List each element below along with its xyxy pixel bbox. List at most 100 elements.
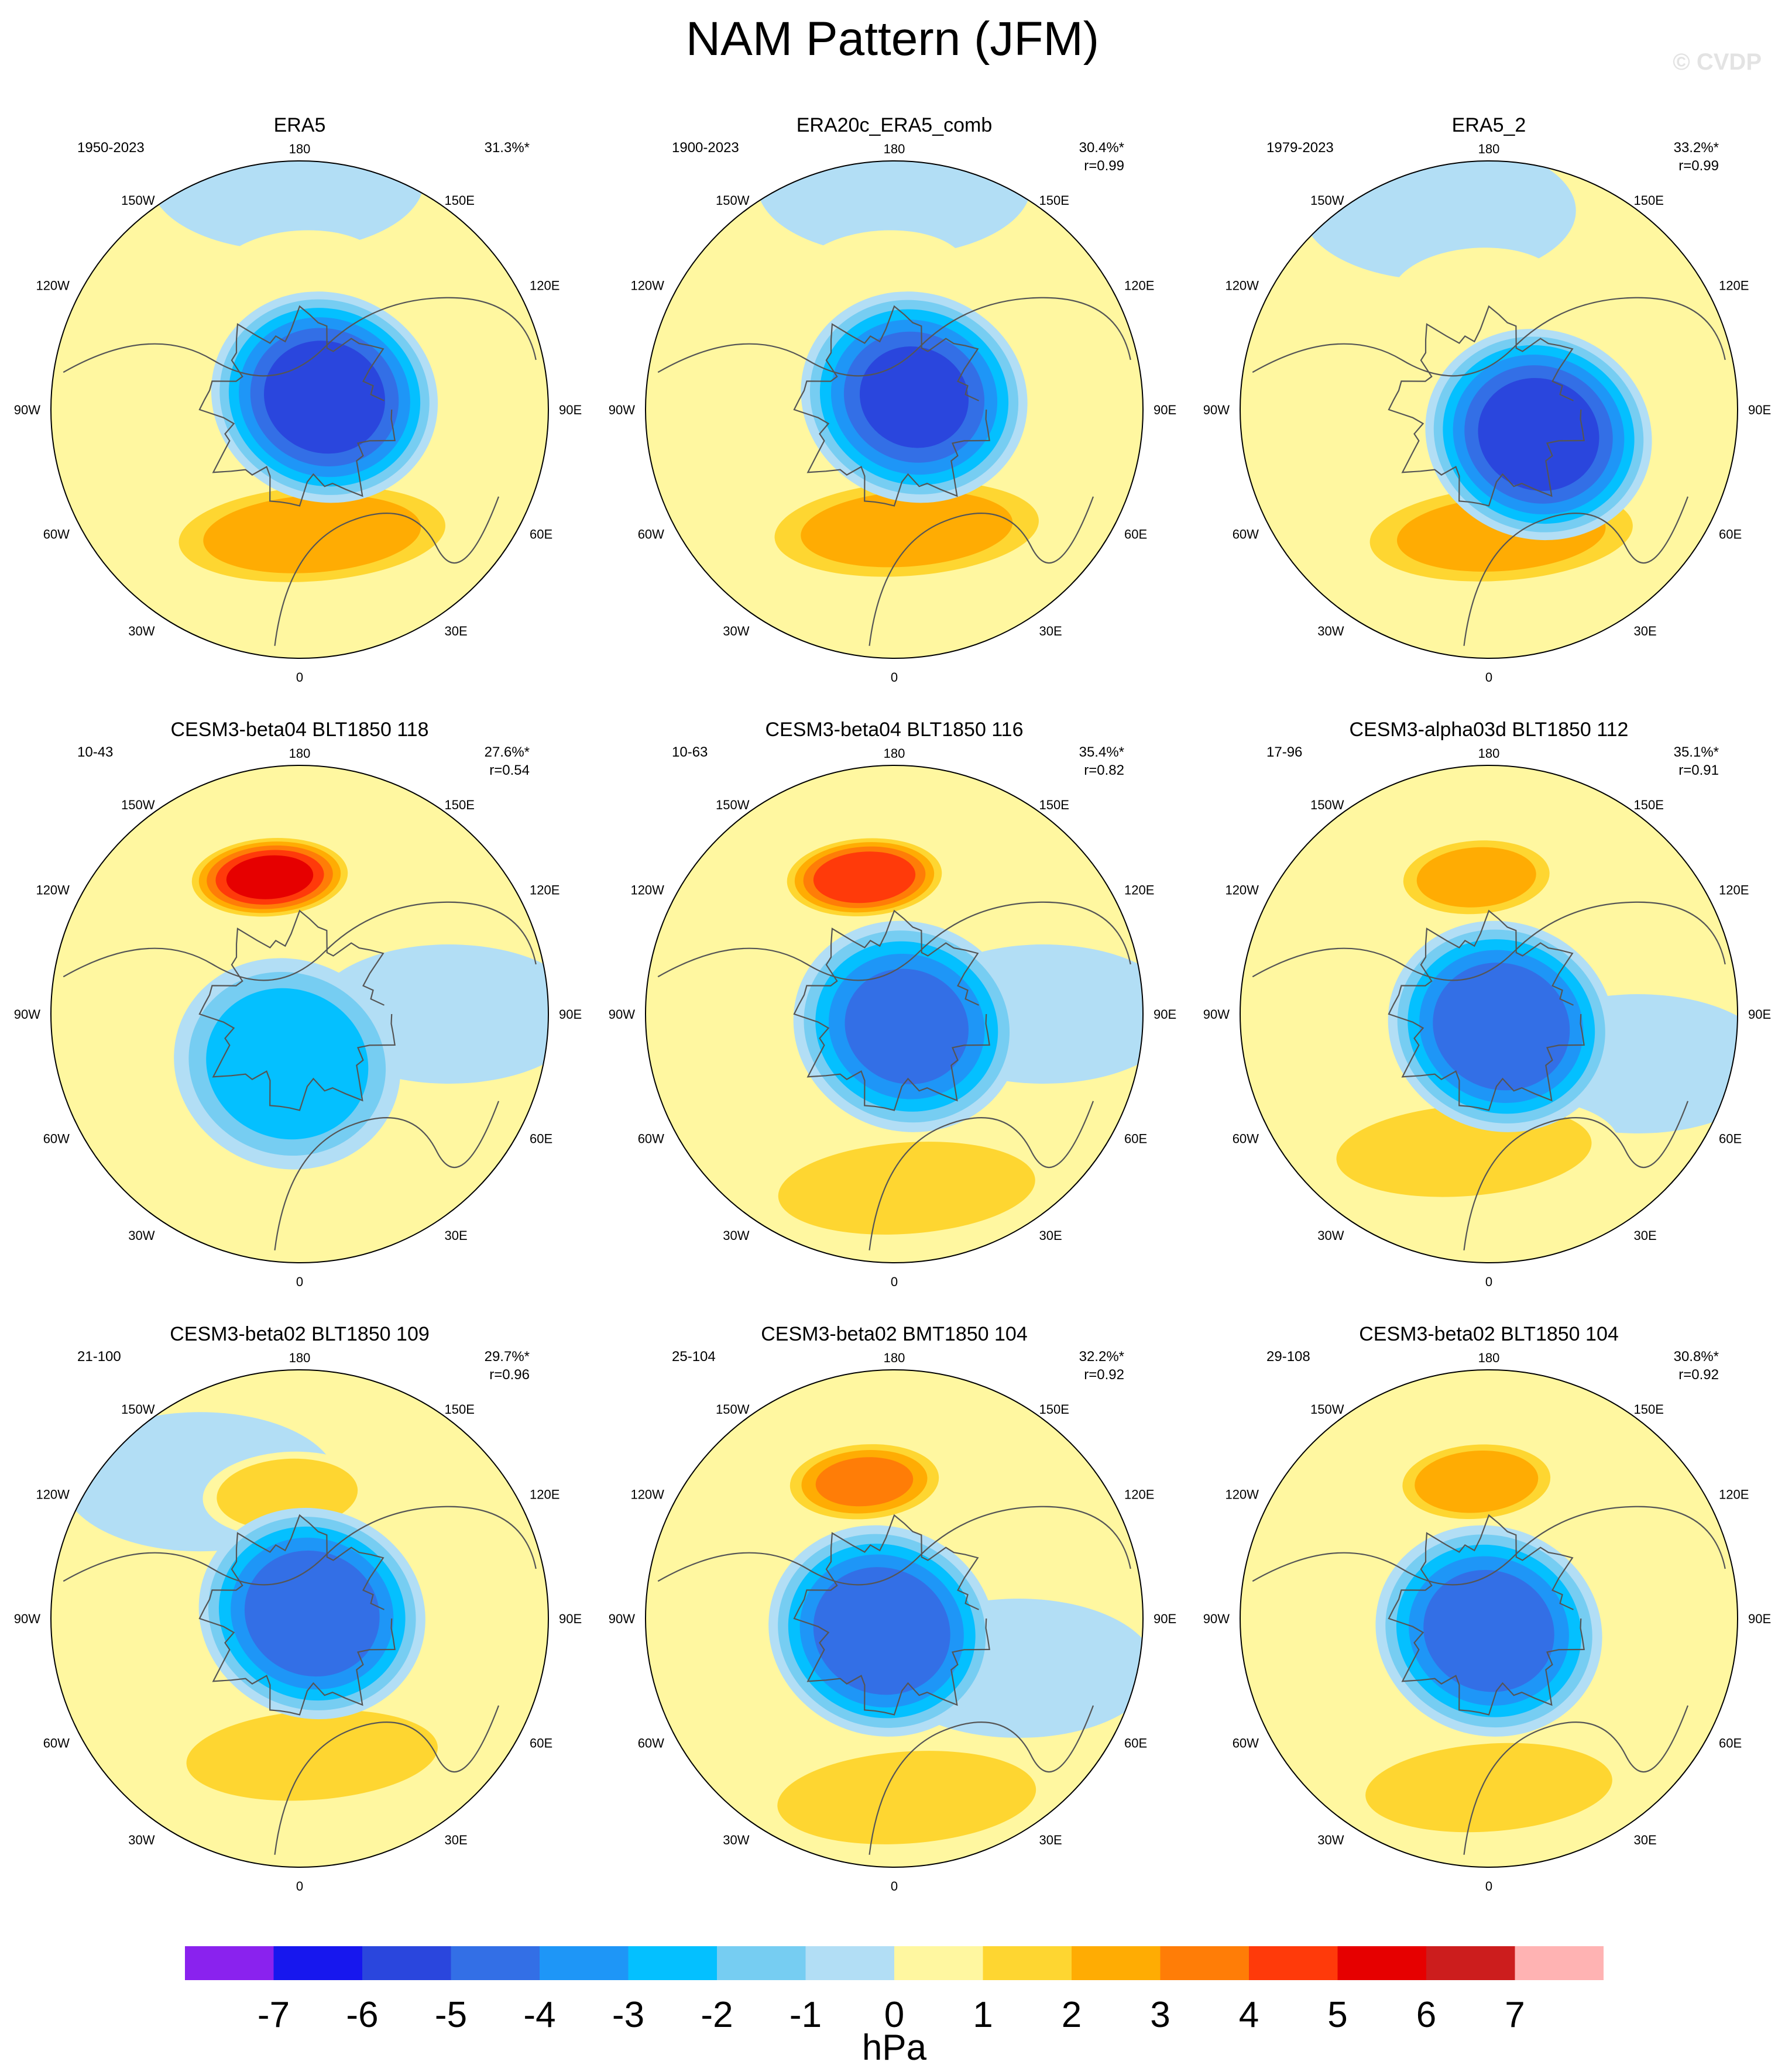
- map-field: [646, 765, 1143, 1263]
- lon-label: 90W: [1203, 1007, 1230, 1022]
- positive-anomaly-contour: [186, 1710, 438, 1801]
- explained-variance: 27.6%*: [485, 744, 530, 760]
- coastlines: [657, 1506, 1131, 1855]
- lon-label: 30E: [1634, 1833, 1657, 1847]
- lon-label: 60W: [638, 1736, 664, 1751]
- lon-label: 0: [296, 1274, 303, 1289]
- coastline-polar: [198, 305, 396, 507]
- lon-label: 150W: [121, 193, 155, 208]
- lon-label: 0: [1485, 1274, 1492, 1289]
- lon-label: 180: [884, 1351, 905, 1365]
- coastline-eurasia-america: [63, 901, 537, 981]
- panel-title: ERA5: [274, 114, 326, 136]
- lon-label: 60E: [1124, 1736, 1147, 1751]
- coastline-europe-africa: [1463, 496, 1689, 646]
- explained-variance: 33.2%*: [1674, 140, 1719, 156]
- coastline-eurasia-america: [63, 297, 537, 377]
- lon-label: 0: [1485, 1879, 1492, 1894]
- lon-label: 0: [891, 1879, 898, 1894]
- lon-label: 120E: [530, 883, 559, 898]
- coastlines: [1252, 901, 1726, 1250]
- lon-label: 90W: [1203, 403, 1230, 417]
- pattern-correlation: r=0.96: [489, 1367, 530, 1383]
- positive-anomaly-contour: [815, 1457, 914, 1507]
- coastlines: [63, 901, 537, 1250]
- lon-label: 90W: [609, 1611, 635, 1626]
- map-boundary: [50, 160, 549, 659]
- lon-label: 120W: [36, 1487, 70, 1502]
- lon-label: 90E: [559, 403, 582, 417]
- coastline-europe-africa: [274, 1705, 500, 1855]
- positive-anomaly-contour: [813, 851, 916, 903]
- coastlines: [657, 901, 1131, 1250]
- lon-label: 60E: [1719, 1736, 1742, 1751]
- negative-anomaly-contour: [757, 161, 1031, 256]
- lon-label: 30E: [445, 624, 468, 638]
- lon-label: 120W: [1225, 279, 1259, 293]
- lon-label: 120E: [1719, 1487, 1749, 1502]
- panel-title: CESM3-beta02 BLT1850 109: [170, 1323, 430, 1345]
- lon-label: 60W: [1233, 527, 1259, 542]
- positive-anomaly-contour: [1392, 248, 1561, 333]
- lon-label: 30W: [1317, 1833, 1344, 1847]
- map-panel: ERA5_2 1979-2023 33.2%* r=0.99 180 0 150W 150E 1…: [1203, 114, 1771, 685]
- lon-label: 120E: [1124, 279, 1154, 293]
- panel-title: CESM3-beta04 BLT1850 118: [170, 719, 428, 741]
- positive-anomaly-contour: [226, 855, 314, 899]
- lon-label: 150E: [445, 798, 475, 812]
- lon-label: 30W: [128, 1228, 155, 1243]
- coastline-polar: [793, 1514, 990, 1716]
- coastlines: [657, 297, 1131, 646]
- lon-label: 90W: [1203, 1611, 1230, 1626]
- coastlines: [63, 1506, 537, 1855]
- lon-label: 150E: [445, 193, 475, 208]
- year-range: 10-43: [77, 744, 113, 760]
- lon-label: 30W: [723, 1833, 749, 1847]
- lon-label: 30W: [128, 624, 155, 638]
- negative-anomaly-contour: [206, 988, 369, 1140]
- explained-variance: 35.1%*: [1674, 744, 1719, 760]
- lon-label: 90W: [14, 1007, 40, 1022]
- explained-variance: 30.4%*: [1079, 140, 1124, 156]
- panel-title: CESM3-beta02 BLT1850 104: [1359, 1323, 1619, 1345]
- year-range: 21-100: [77, 1349, 121, 1365]
- lon-label: 120W: [36, 883, 70, 898]
- map-panel: CESM3-beta04 BLT1850 118 10-43 27.6%* r=0.5…: [14, 719, 582, 1289]
- coastline-polar: [1388, 909, 1585, 1111]
- lon-label: 150W: [716, 193, 750, 208]
- coastline-polar: [793, 305, 990, 507]
- coastline-eurasia-america: [63, 1506, 537, 1586]
- year-range: 1900-2023: [672, 140, 739, 156]
- lon-label: 150W: [716, 1402, 750, 1417]
- coastlines: [1252, 1506, 1726, 1855]
- map-field: [51, 765, 548, 1263]
- lon-label: 60E: [1719, 527, 1742, 542]
- lon-label: 180: [884, 142, 905, 156]
- negative-anomaly-contour: [845, 968, 969, 1084]
- coastline-polar: [1388, 1514, 1585, 1716]
- lon-label: 120W: [1225, 1487, 1259, 1502]
- watermark: © CVDP: [1673, 49, 1762, 75]
- positive-anomaly-contour: [1365, 1743, 1612, 1833]
- lon-label: 30E: [445, 1228, 468, 1243]
- lon-label: 120E: [1719, 883, 1749, 898]
- panel-title: CESM3-beta02 BMT1850 104: [761, 1323, 1027, 1345]
- negative-anomaly-contour: [150, 161, 424, 250]
- lon-label: 180: [1478, 1351, 1500, 1365]
- lon-label: 150W: [121, 1402, 155, 1417]
- negative-anomaly-contour: [813, 1567, 950, 1695]
- lon-label: 150E: [1634, 1402, 1664, 1417]
- coastline-europe-africa: [869, 1705, 1094, 1855]
- explained-variance: 31.3%*: [485, 140, 530, 156]
- lon-label: 90E: [1154, 403, 1176, 417]
- explained-variance: 35.4%*: [1079, 744, 1124, 760]
- positive-anomaly-contour: [801, 490, 1013, 568]
- map-boundary: [50, 765, 549, 1263]
- year-range: 1950-2023: [77, 140, 145, 156]
- lon-label: 30E: [1039, 624, 1062, 638]
- lon-label: 150W: [121, 798, 155, 812]
- coastline-polar: [198, 1514, 396, 1716]
- lon-label: 120W: [630, 279, 664, 293]
- lon-label: 60E: [530, 1132, 552, 1146]
- lon-label: 90E: [559, 1611, 582, 1626]
